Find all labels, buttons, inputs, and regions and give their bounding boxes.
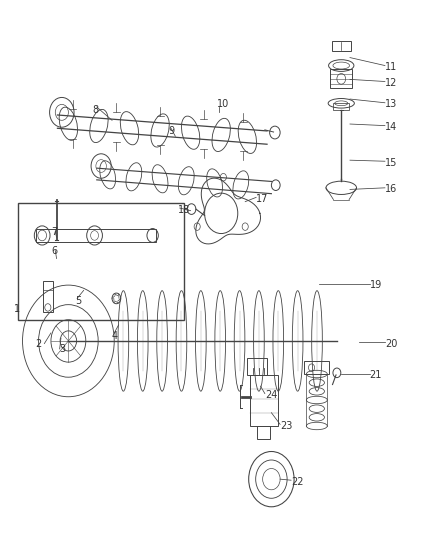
Bar	[18, 203, 184, 320]
Text: 18: 18	[177, 205, 190, 215]
Text: 7: 7	[51, 227, 57, 237]
Text: 10: 10	[217, 99, 229, 109]
Text: 1: 1	[14, 304, 20, 314]
Bar	[333, 103, 349, 110]
Bar	[250, 375, 278, 426]
Text: 13: 13	[385, 99, 397, 109]
Text: 24: 24	[265, 390, 277, 400]
Text: 15: 15	[385, 158, 397, 168]
Text: 11: 11	[385, 62, 397, 72]
Text: 17: 17	[256, 194, 268, 204]
Text: 9: 9	[169, 126, 175, 136]
Text: 4: 4	[112, 330, 118, 341]
Text: 12: 12	[385, 78, 397, 88]
Text: 6: 6	[51, 246, 57, 255]
Text: 8: 8	[92, 104, 99, 115]
Text: 20: 20	[385, 338, 397, 349]
Text: 2: 2	[35, 338, 42, 349]
Bar	[304, 361, 329, 374]
Text: 23: 23	[280, 421, 293, 431]
Text: 5: 5	[75, 296, 81, 306]
Text: 21: 21	[370, 370, 382, 381]
Text: 22: 22	[291, 477, 304, 487]
Text: 19: 19	[370, 280, 382, 290]
Text: 14: 14	[385, 122, 397, 132]
Bar	[247, 359, 267, 375]
Bar	[43, 281, 53, 312]
Text: 3: 3	[60, 344, 66, 354]
Bar	[258, 426, 270, 439]
Text: 16: 16	[385, 184, 397, 195]
Bar	[330, 69, 352, 88]
